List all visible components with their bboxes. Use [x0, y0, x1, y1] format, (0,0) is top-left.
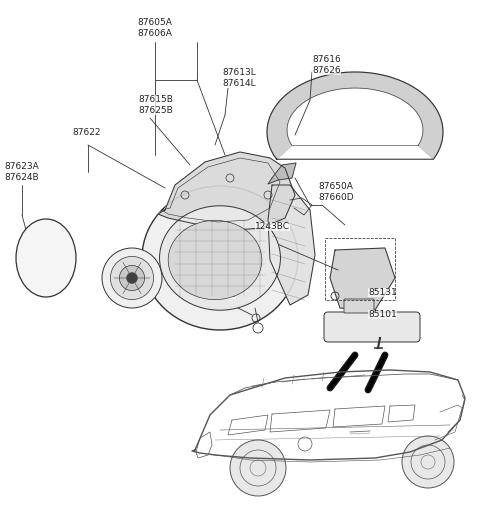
- Polygon shape: [268, 185, 315, 305]
- Ellipse shape: [168, 220, 262, 300]
- Circle shape: [102, 248, 162, 308]
- Text: 87605A
87606A: 87605A 87606A: [138, 18, 172, 38]
- Ellipse shape: [16, 219, 76, 297]
- Circle shape: [402, 436, 454, 488]
- Text: 87623A
87624B: 87623A 87624B: [4, 162, 39, 182]
- Text: 1125DA: 1125DA: [200, 290, 236, 299]
- Polygon shape: [330, 248, 395, 310]
- FancyBboxPatch shape: [344, 299, 374, 313]
- Text: 87615B
87625B: 87615B 87625B: [138, 95, 173, 115]
- Ellipse shape: [142, 186, 298, 330]
- Circle shape: [120, 265, 144, 291]
- Text: 85131: 85131: [368, 288, 397, 297]
- Text: 87650A
87660D: 87650A 87660D: [318, 182, 354, 202]
- Text: 87616
87626: 87616 87626: [312, 55, 341, 75]
- Polygon shape: [268, 163, 296, 184]
- Text: 87613L
87614L: 87613L 87614L: [222, 68, 256, 88]
- Circle shape: [110, 257, 154, 300]
- Circle shape: [230, 440, 286, 496]
- Polygon shape: [267, 72, 443, 159]
- Ellipse shape: [159, 206, 280, 310]
- Circle shape: [127, 272, 137, 284]
- Text: 85101: 85101: [368, 310, 397, 319]
- FancyBboxPatch shape: [324, 312, 420, 342]
- Text: 87622: 87622: [72, 128, 100, 137]
- Text: 1243BC: 1243BC: [255, 222, 290, 231]
- Polygon shape: [158, 152, 295, 230]
